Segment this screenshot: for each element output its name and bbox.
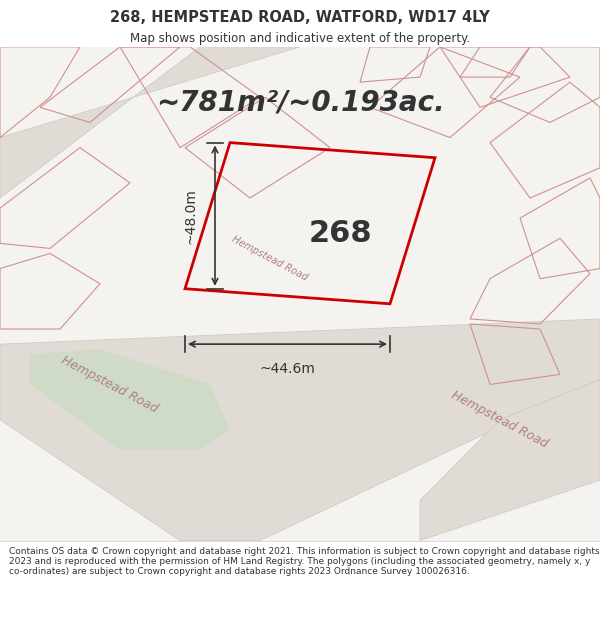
Text: 268, HEMPSTEAD ROAD, WATFORD, WD17 4LY: 268, HEMPSTEAD ROAD, WATFORD, WD17 4LY <box>110 10 490 25</box>
Text: Contains OS data © Crown copyright and database right 2021. This information is : Contains OS data © Crown copyright and d… <box>9 546 599 576</box>
Text: ~48.0m: ~48.0m <box>183 188 197 244</box>
Text: ~781m²/~0.193ac.: ~781m²/~0.193ac. <box>155 88 445 116</box>
Polygon shape <box>0 319 600 541</box>
Polygon shape <box>420 379 600 541</box>
Text: Hempstead Road: Hempstead Road <box>59 354 161 416</box>
Polygon shape <box>30 349 230 450</box>
Text: ~44.6m: ~44.6m <box>260 362 316 376</box>
Text: Hempstead Road: Hempstead Road <box>230 234 310 282</box>
Polygon shape <box>0 47 300 198</box>
Text: 268: 268 <box>308 219 372 248</box>
Polygon shape <box>0 47 600 541</box>
Text: Hempstead Road: Hempstead Road <box>449 389 551 451</box>
Text: Map shows position and indicative extent of the property.: Map shows position and indicative extent… <box>130 32 470 45</box>
